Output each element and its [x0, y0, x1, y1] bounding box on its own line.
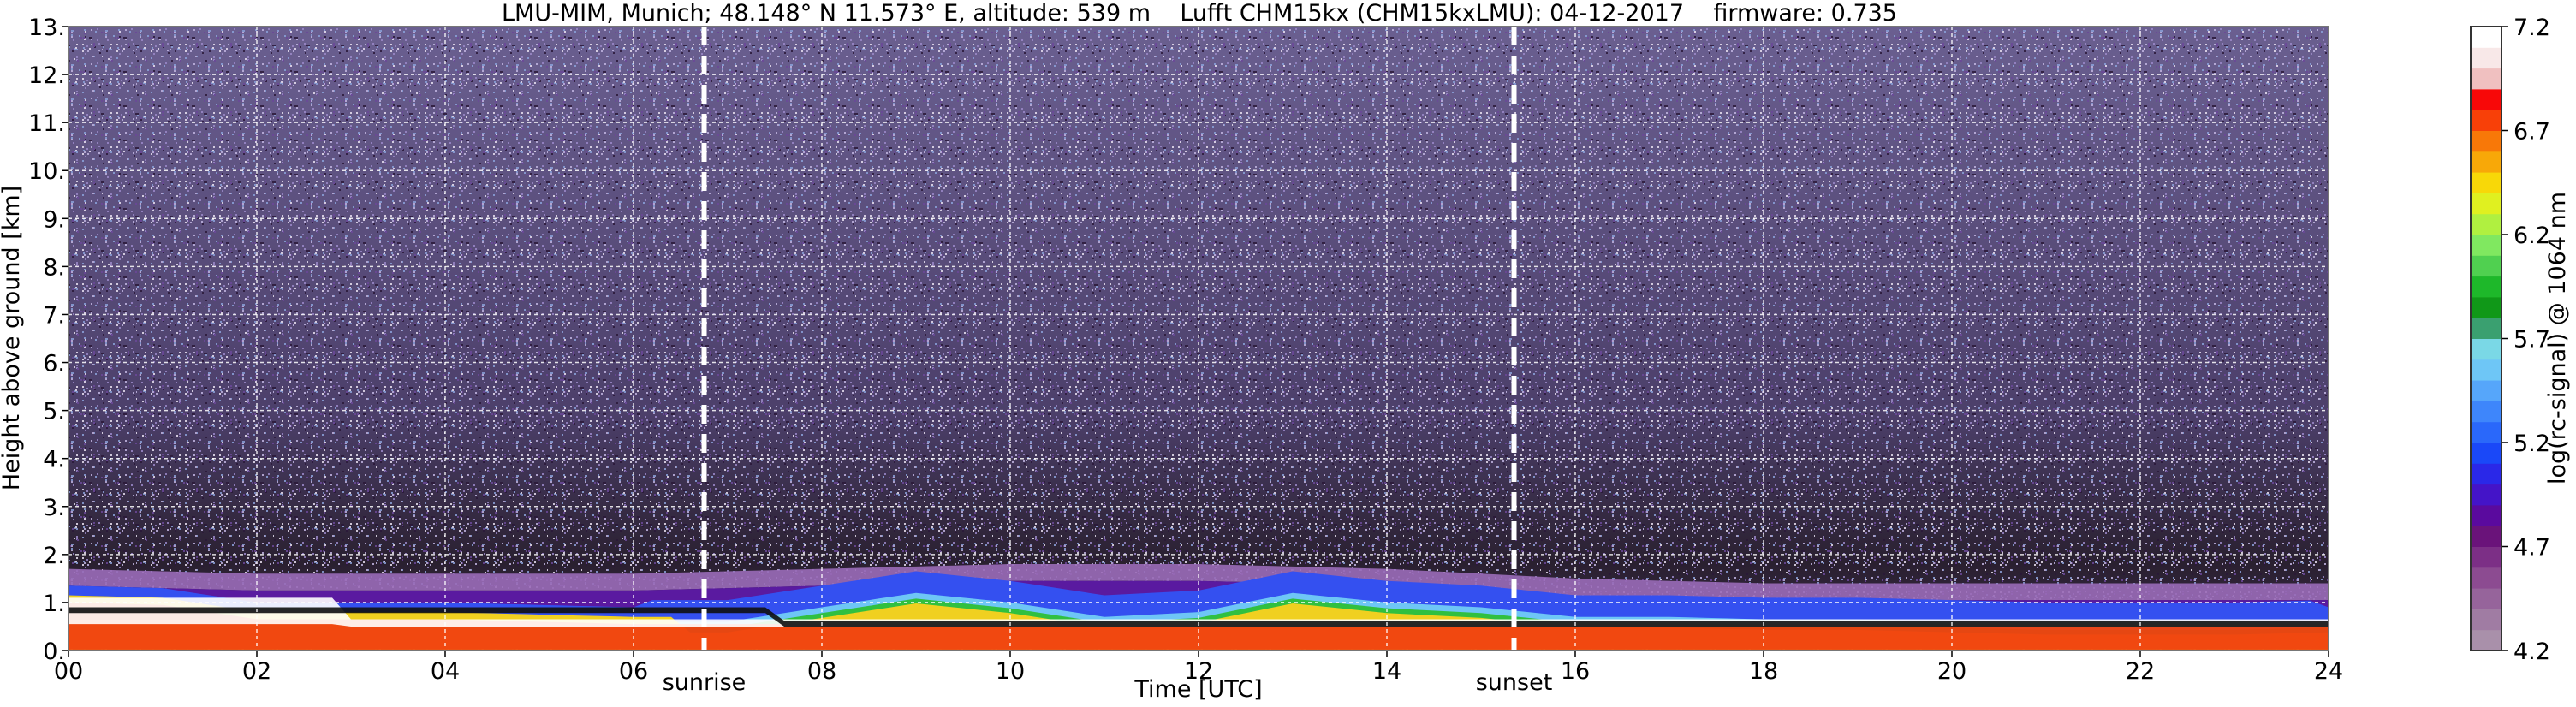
y-tick-label: 1.	[43, 591, 65, 617]
x-tick-label: 06	[619, 658, 648, 685]
x-tick-label: 00	[54, 658, 83, 685]
colorbar-band	[2471, 68, 2502, 90]
colorbar-band	[2471, 588, 2502, 609]
colorbar-band	[2471, 213, 2502, 235]
colorbar-band	[2471, 235, 2502, 256]
x-tick-label: 10	[996, 658, 1025, 685]
colorbar-tick-label: 6.7	[2514, 119, 2550, 146]
y-tick-label: 8.	[43, 254, 65, 281]
y-tick-label: 10.	[28, 158, 65, 185]
colorbar-band	[2471, 110, 2502, 131]
y-tick-label: 4.	[43, 447, 65, 473]
grid-lines	[68, 27, 2329, 651]
colorbar-tick-label: 6.2	[2514, 223, 2550, 249]
sun-annotations: sunrise sunset	[663, 669, 1553, 696]
colorbar-tick-label: 4.2	[2514, 639, 2550, 665]
x-tick-label: 02	[242, 658, 271, 685]
y-tick-label: 13.	[28, 15, 65, 41]
colorbar-band	[2471, 193, 2502, 215]
white-peak-layer	[68, 597, 2329, 627]
y-tick-label: 0.	[43, 639, 65, 665]
colorbar-band	[2471, 504, 2502, 526]
x-tick-label: 08	[807, 658, 836, 685]
y-axis-label: Height above ground [km]	[0, 186, 25, 490]
colorbar-band	[2471, 318, 2502, 339]
colorbar-band	[2471, 463, 2502, 485]
colorbar-band	[2471, 172, 2502, 193]
y-tick-label: 3.	[43, 495, 65, 521]
colorbar-band	[2471, 421, 2502, 443]
colorbar-band	[2471, 546, 2502, 568]
colorbar-band	[2471, 526, 2502, 547]
sunset-label: sunset	[1476, 669, 1553, 696]
colorbar-label: log(rc-signal) @ 1064 nm	[2544, 192, 2571, 484]
x-tick-label: 20	[1937, 658, 1966, 685]
colorbar-band	[2471, 380, 2502, 401]
y-tick-label: 7.	[43, 302, 65, 329]
colorbar-tick-label: 5.7	[2514, 327, 2550, 354]
colorbar-band	[2471, 484, 2502, 506]
y-tick-label: 11.	[28, 110, 65, 137]
colorbar-band	[2471, 255, 2502, 277]
colorbar-band	[2471, 276, 2502, 298]
black-peak-layer	[68, 607, 2329, 627]
colorbar: 4.2 4.7 5.2 5.7 6.2 6.7 7.2	[2470, 15, 2550, 665]
x-tick-label: 14	[1372, 658, 1401, 685]
colorbar-band	[2471, 567, 2502, 589]
colorbar-band	[2471, 609, 2502, 631]
colorbar-tick-label: 7.2	[2514, 15, 2550, 41]
x-tick-label: 22	[2126, 658, 2155, 685]
colorbar-tick-label: 4.7	[2514, 535, 2550, 561]
colorbar-tick-label: 5.2	[2514, 431, 2550, 457]
colorbar-bands	[2471, 27, 2502, 651]
x-tick-label: 16	[1561, 658, 1590, 685]
colorbar-ticks: 4.2 4.7 5.2 5.7 6.2 6.7 7.2	[2502, 15, 2550, 665]
colorbar-band	[2471, 296, 2502, 318]
colorbar-band	[2471, 629, 2502, 651]
colorbar-band	[2471, 151, 2502, 173]
colorbar-band	[2471, 401, 2502, 423]
x-tick-label: 18	[1749, 658, 1778, 685]
colorbar-band	[2471, 27, 2502, 48]
x-axis-label: Time [UTC]	[1133, 676, 1262, 703]
sun-event-lines	[701, 27, 1517, 651]
y-tick-label: 6.	[43, 351, 65, 377]
x-tick-label: 12	[1184, 658, 1213, 685]
x-axis-ticks: 00 02 04 06 08 10 12 14 16 18 20 22 24	[54, 651, 2343, 685]
colorbar-band	[2471, 88, 2502, 110]
y-tick-label: 5.	[43, 399, 65, 425]
colorbar-band	[2471, 47, 2502, 69]
colorbar-band	[2471, 359, 2502, 381]
sunrise-label: sunrise	[663, 669, 747, 696]
colorbar-band	[2471, 338, 2502, 360]
x-tick-label: 24	[2314, 658, 2343, 685]
colorbar-band	[2471, 443, 2502, 464]
x-tick-label: 04	[431, 658, 460, 685]
y-tick-label: 12.	[28, 62, 65, 89]
y-axis-ticks: 0. 1. 2. 3. 4. 5. 6. 7. 8. 9. 10. 11. 12. 13.	[28, 15, 68, 665]
plot-area	[68, 26, 2329, 651]
chart-title: LMU-MIM, Munich; 48.148° N 11.573° E, al…	[502, 0, 1897, 27]
y-tick-label: 2.	[43, 543, 65, 569]
colorbar-band	[2471, 130, 2502, 152]
y-tick-label: 9.	[43, 206, 65, 233]
